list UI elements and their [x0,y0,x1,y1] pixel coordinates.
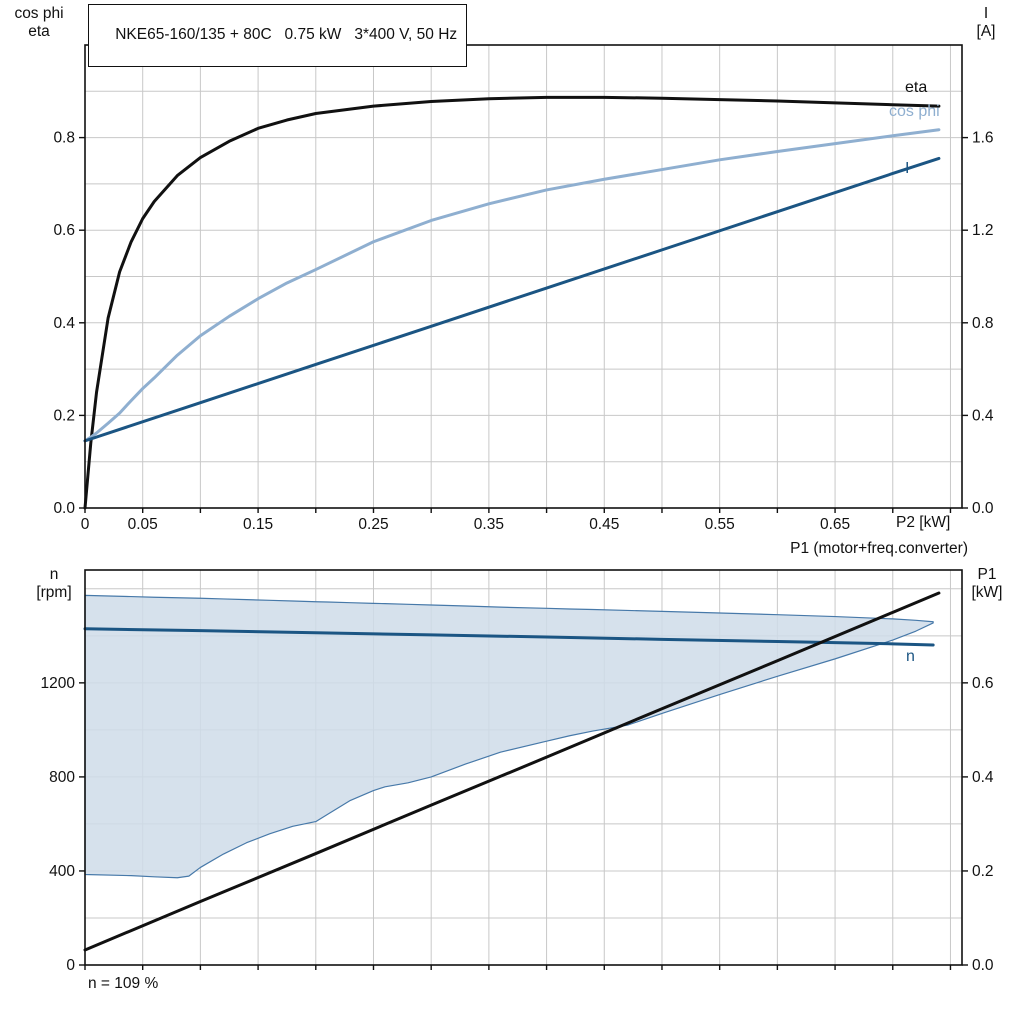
top-left-axis-label: cos phi eta [0,5,78,41]
plot-frame [84,44,963,509]
plot-frame [84,569,963,966]
x-tick-label: 0.15 [243,516,273,533]
y-left-tick-label: 800 [49,769,75,786]
x-axis-label: P2 [kW] [896,514,951,531]
chart-title: NKE65-160/135 + 80C 0.75 kW 3*400 V, 50 … [115,26,458,43]
x-tick-label: 0.05 [128,516,158,533]
y-left-tick-label: 0 [66,957,75,974]
y-left-tick-label: 0.4 [53,315,75,332]
series-eta-label: eta [905,79,927,96]
top-left-axis-label-line1: cos phi [14,5,64,22]
x-tick-label: 0.35 [474,516,504,533]
series-eta-curve [83,95,941,510]
top-left-axis-label-line2: eta [28,23,50,40]
x-tick-label: 0 [81,516,90,533]
chart-title-box: NKE65-160/135 + 80C 0.75 kW 3*400 V, 50 … [88,4,468,67]
top-right-axis-label-line2: [A] [976,23,996,40]
bottom-right-axis-label-line2: [kW] [971,584,1003,601]
x-tick-label: 0.55 [705,516,735,533]
y-left-tick-label: 0.0 [53,500,75,517]
y-right-tick-label: 0.0 [972,957,994,974]
bottom-left-axis-label: n [rpm] [22,566,86,602]
x-tick-label: 0.65 [820,516,850,533]
top-right-axis-label-line1: I [983,5,989,22]
series-i-curve [83,156,941,443]
y-left-tick-label: 400 [49,863,75,880]
speed-percentage-annotation: n = 109 % [88,975,159,992]
speed-band [84,594,934,879]
y-left-tick-label: 0.8 [53,130,75,147]
y-right-tick-label: 1.2 [972,222,994,239]
bottom-right-axis-label-line1: P1 [977,566,997,583]
y-right-tick-label: 0.8 [972,315,994,332]
y-left-tick-label: 1200 [41,675,76,692]
series-cos-phi-label: cos phi [889,103,940,120]
bottom-left-axis-label-line2: [rpm] [36,584,72,601]
top-right-axis-label: I [A] [958,5,1014,41]
series-cos-phi-curve [83,128,941,443]
series-n-curve [83,627,935,647]
p1-curve-title: P1 (motor+freq.converter) [790,540,968,557]
x-tick-label: 0.25 [358,516,388,533]
series-i-label: I [905,160,909,177]
y-right-tick-label: 0.2 [972,863,994,880]
y-right-tick-label: 1.6 [972,130,994,147]
y-left-tick-label: 0.2 [53,407,75,424]
y-right-tick-label: 0.6 [972,675,994,692]
y-left-tick-label: 0.6 [53,222,75,239]
x-tick-label: 0.45 [589,516,619,533]
series-p1-curve [83,591,941,952]
bottom-right-axis-label: P1 [kW] [958,566,1016,602]
y-right-tick-label: 0.4 [972,407,994,424]
series-n-label: n [906,648,915,665]
y-right-tick-label: 0.0 [972,500,994,517]
bottom-left-axis-label-line1: n [49,566,59,583]
y-right-tick-label: 0.4 [972,769,994,786]
